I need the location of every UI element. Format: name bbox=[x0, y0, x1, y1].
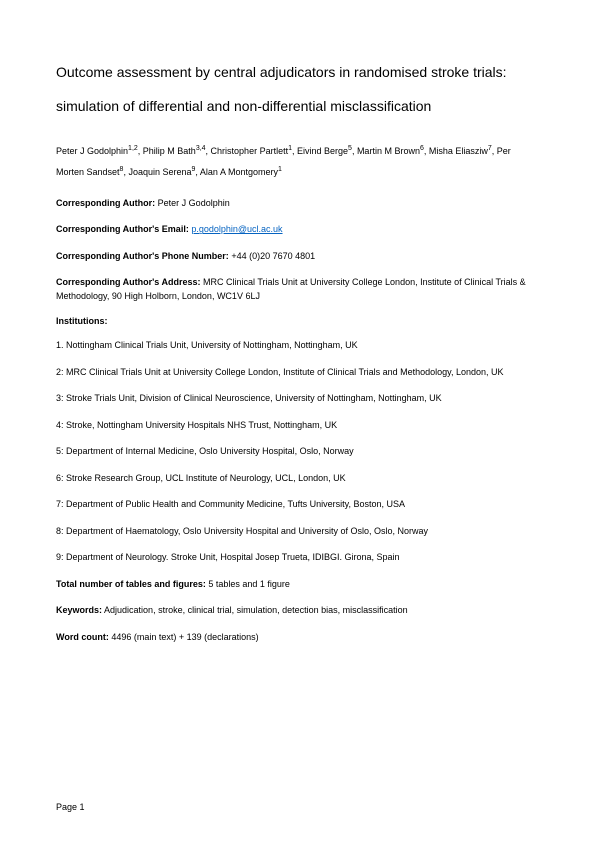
institution-item: 7: Department of Public Health and Commu… bbox=[56, 498, 539, 512]
corresponding-author-value: Peter J Godolphin bbox=[158, 198, 230, 208]
institution-item: 5: Department of Internal Medicine, Oslo… bbox=[56, 445, 539, 459]
corresponding-email-label: Corresponding Author's Email: bbox=[56, 224, 189, 234]
corresponding-address-label: Corresponding Author's Address: bbox=[56, 277, 200, 287]
authors-list: Peter J Godolphin1,2, Philip M Bath3,4, … bbox=[56, 141, 539, 183]
corresponding-address-line: Corresponding Author's Address: MRC Clin… bbox=[56, 276, 539, 303]
corresponding-phone-value: +44 (0)20 7670 4801 bbox=[231, 251, 315, 261]
corresponding-author-line: Corresponding Author: Peter J Godolphin bbox=[56, 197, 539, 211]
word-count-line: Word count: 4496 (main text) + 139 (decl… bbox=[56, 631, 539, 645]
tables-figures-value: 5 tables and 1 figure bbox=[208, 579, 290, 589]
institution-item: 1. Nottingham Clinical Trials Unit, Univ… bbox=[56, 339, 539, 353]
institution-item: 8: Department of Haematology, Oslo Unive… bbox=[56, 525, 539, 539]
keywords-line: Keywords: Adjudication, stroke, clinical… bbox=[56, 604, 539, 618]
tables-figures-line: Total number of tables and figures: 5 ta… bbox=[56, 578, 539, 592]
keywords-value: Adjudication, stroke, clinical trial, si… bbox=[104, 605, 408, 615]
keywords-label: Keywords: bbox=[56, 605, 102, 615]
corresponding-phone-line: Corresponding Author's Phone Number: +44… bbox=[56, 250, 539, 264]
corresponding-author-label: Corresponding Author: bbox=[56, 198, 155, 208]
page-number: Page 1 bbox=[56, 802, 85, 812]
word-count-label: Word count: bbox=[56, 632, 109, 642]
institution-item: 4: Stroke, Nottingham University Hospita… bbox=[56, 419, 539, 433]
institution-item: 2: MRC Clinical Trials Unit at Universit… bbox=[56, 366, 539, 380]
institution-item: 3: Stroke Trials Unit, Division of Clini… bbox=[56, 392, 539, 406]
institutions-heading: Institutions: bbox=[56, 316, 539, 326]
word-count-value: 4496 (main text) + 139 (declarations) bbox=[111, 632, 258, 642]
corresponding-phone-label: Corresponding Author's Phone Number: bbox=[56, 251, 229, 261]
tables-figures-label: Total number of tables and figures: bbox=[56, 579, 206, 589]
institution-item: 9: Department of Neurology. Stroke Unit,… bbox=[56, 551, 539, 565]
corresponding-email-line: Corresponding Author's Email: p.godolphi… bbox=[56, 223, 539, 237]
paper-title: Outcome assessment by central adjudicato… bbox=[56, 56, 539, 123]
institution-item: 6: Stroke Research Group, UCL Institute … bbox=[56, 472, 539, 486]
corresponding-email-link[interactable]: p.godolphin@ucl.ac.uk bbox=[191, 224, 282, 234]
